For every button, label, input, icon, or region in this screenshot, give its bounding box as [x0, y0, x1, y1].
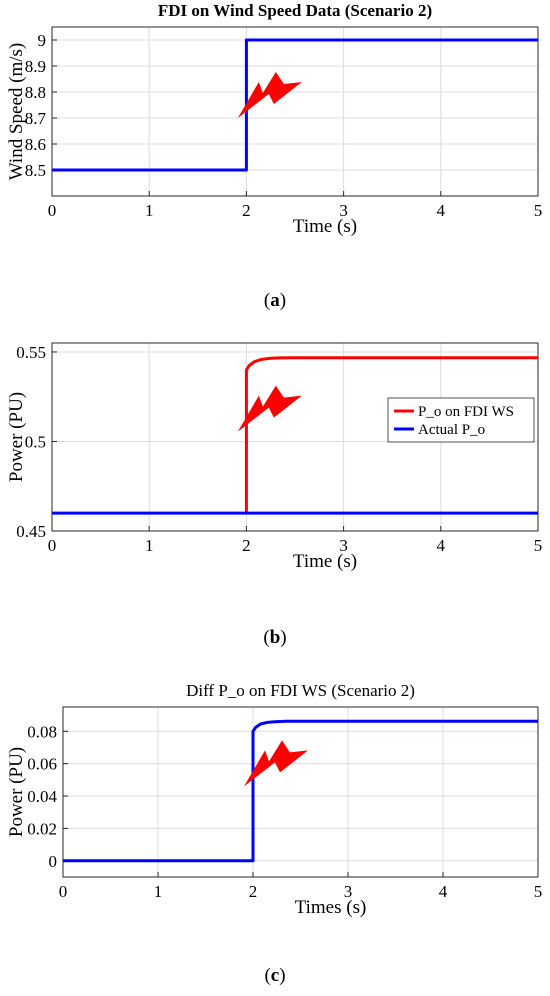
- y-tick-label: 9: [38, 31, 47, 50]
- x-tick-label: 5: [534, 201, 543, 220]
- y-tick-label: 0.5: [25, 432, 46, 451]
- series-line-0: [244, 356, 538, 514]
- axes-frame: [51, 342, 539, 532]
- x-tick-label: 4: [437, 201, 446, 220]
- x-tick-label: 4: [437, 536, 446, 555]
- x-tick-label: 2: [242, 201, 251, 220]
- plot-area: [52, 27, 538, 196]
- x-tick-label: 2: [242, 536, 251, 555]
- panel-caption: (b): [263, 627, 286, 648]
- legend-entry: Actual P_o: [418, 422, 485, 438]
- x-tick-label: 4: [439, 882, 448, 901]
- chart-panel-c: 0 1 2 3 4 5 0 0.02 0.04 0.06 0.08 Diff P_o on FDI W…: [6, 681, 542, 986]
- caption-letter: c: [271, 965, 279, 986]
- caption-close: ): [280, 627, 286, 648]
- caption-letter: a: [270, 290, 280, 311]
- y-tick-label: 0.08: [27, 722, 57, 741]
- x-tick-label: 5: [534, 536, 543, 555]
- legend-entry: P_o on FDI WS: [418, 404, 514, 420]
- lightning-bolt-icon: [237, 385, 302, 432]
- y-tick-label: 0.45: [16, 522, 46, 541]
- y-tick-label: 0: [49, 852, 58, 871]
- x-tick-label: 3: [339, 201, 348, 220]
- chart-panel-b: 0 1 2 3 4 5 0.45 0.5 0.55 P_o on FDI WS Actual P_o…: [6, 342, 543, 648]
- x-tick-label: 5: [534, 882, 543, 901]
- chart-title: FDI on Wind Speed Data (Scenario 2): [158, 1, 432, 20]
- y-tick-label: 8.5: [25, 161, 46, 180]
- caption-open: (: [264, 290, 270, 311]
- y-axis-label: Power (PU): [6, 747, 27, 837]
- y-tick-label: 8.8: [25, 83, 46, 102]
- y-tick-label: 0.04: [27, 787, 57, 806]
- x-tick-label: 3: [344, 882, 353, 901]
- chart-panel-a: 0 1 2 3 4 5 8.5 8.6 8.7 8.8 8.9 9 FDI on Wind Speed …: [6, 1, 542, 311]
- caption-open: (: [264, 965, 270, 986]
- axes-frame: [51, 26, 539, 197]
- y-axis-label: Wind Speed (m/s): [6, 43, 27, 181]
- panel-caption: (c): [264, 965, 285, 986]
- lightning-bolt-icon: [244, 740, 308, 787]
- x-axis-label: Time (s): [293, 551, 357, 572]
- caption-close: ): [280, 290, 286, 311]
- x-axis-label: Times (s): [295, 897, 367, 918]
- caption-open: (: [263, 627, 269, 648]
- x-tick-label: 1: [145, 536, 154, 555]
- y-tick-label: 0.02: [27, 819, 57, 838]
- chart-title: Diff P_o on FDI WS (Scenario 2): [186, 681, 415, 700]
- plot-area: [63, 707, 538, 877]
- x-tick-label: 1: [145, 201, 154, 220]
- x-axis-label: Time (s): [293, 216, 357, 237]
- x-tick-label: 3: [339, 536, 348, 555]
- x-tick-label: 0: [48, 201, 57, 220]
- caption-letter: b: [270, 627, 281, 648]
- y-tick-label: 8.9: [25, 57, 46, 76]
- legend-box: [387, 397, 535, 443]
- x-tick-label: 0: [48, 536, 57, 555]
- x-tick-label: 1: [154, 882, 163, 901]
- x-tick-label: 0: [59, 882, 68, 901]
- lightning-bolt-icon: [237, 72, 302, 118]
- caption-close: ): [279, 965, 285, 986]
- panel-caption: (a): [264, 290, 286, 311]
- axes-frame: [62, 706, 539, 878]
- y-tick-label: 8.7: [25, 109, 47, 128]
- x-tick-label: 2: [249, 882, 258, 901]
- y-tick-label: 0.06: [27, 755, 57, 774]
- y-tick-label: 8.6: [25, 135, 46, 154]
- series-line-0: [63, 719, 538, 863]
- y-tick-label: 0.55: [16, 343, 46, 362]
- y-axis-label: Power (PU): [6, 392, 27, 482]
